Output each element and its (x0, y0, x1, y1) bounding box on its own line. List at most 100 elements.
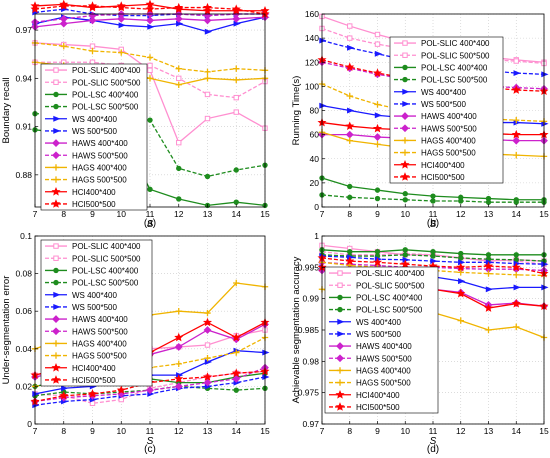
y-tick-label: 0 (314, 202, 319, 212)
data-point (345, 256, 355, 265)
x-tick-label: 14 (512, 426, 522, 436)
y-tick-label: 80 (310, 106, 320, 116)
data-point (233, 167, 239, 173)
legend-label: HAGS 500*500 (356, 379, 411, 388)
x-tick-label: 8 (61, 209, 66, 219)
data-point (513, 284, 521, 291)
data-point (147, 67, 153, 73)
data-point (204, 309, 211, 317)
x-axis-label: S (147, 219, 154, 230)
legend-label: POL-SLIC 400*400 (356, 269, 425, 278)
x-tick-label: 9 (90, 426, 95, 436)
data-point (233, 279, 240, 287)
legend-label: HAWS 400*400 (421, 112, 477, 121)
legend-marker (53, 255, 59, 261)
data-point (456, 262, 466, 272)
legend-label: POL-SLIC 400*400 (72, 66, 141, 75)
data-point (262, 349, 270, 356)
series-line (321, 27, 545, 65)
y-tick-label: 20 (310, 178, 320, 188)
data-point (146, 75, 154, 82)
data-point (147, 62, 153, 69)
legend-marker (52, 352, 60, 359)
legend-marker (51, 363, 61, 372)
data-point (147, 117, 153, 123)
x-tick-label: 12 (174, 426, 184, 436)
y-tick-label: 0.02 (15, 381, 32, 391)
x-tick-label: 15 (539, 209, 549, 219)
legend-marker (402, 40, 408, 46)
data-point (203, 378, 212, 387)
legend-label: HAGS 500*500 (421, 149, 476, 158)
data-point (233, 109, 239, 115)
legend-label: POL-LSC 400*400 (72, 90, 139, 99)
legend-marker (401, 137, 409, 144)
legend-marker (337, 270, 343, 276)
data-point (88, 11, 97, 20)
data-point (233, 76, 240, 84)
data-point (175, 308, 182, 315)
legend-marker (52, 151, 60, 160)
legend-label: HAWS 500*500 (72, 151, 128, 160)
x-tick-label: 11 (429, 209, 438, 219)
data-point (202, 372, 213, 381)
x-tick-label: 14 (232, 426, 242, 436)
data-point (513, 323, 520, 331)
y-tick-label: 0.94 (15, 73, 32, 83)
data-point (204, 68, 211, 76)
data-point (87, 1, 98, 10)
y-tick-label: 100 (305, 81, 319, 91)
x-axis-label: S (430, 436, 437, 447)
x-tick-label: 8 (347, 426, 352, 436)
legend-label: POL-LSC 500*500 (421, 76, 488, 85)
panel-label: (d) (427, 444, 439, 455)
data-point (203, 16, 212, 25)
data-point (319, 37, 327, 44)
data-point (347, 183, 353, 190)
legend-marker (336, 379, 344, 386)
data-point (204, 75, 211, 82)
x-tick-label: 7 (320, 426, 325, 436)
x-tick-label: 12 (456, 209, 466, 219)
data-point (117, 14, 126, 23)
data-point (145, 4, 155, 14)
data-point (402, 197, 408, 203)
legend-box (389, 36, 504, 184)
data-point (457, 317, 464, 324)
legend-label: HAGS 400*400 (356, 366, 411, 375)
data-point (231, 332, 241, 342)
data-point (458, 198, 464, 204)
data-point (372, 257, 383, 267)
data-point (146, 54, 154, 61)
legend-label: WS 500*500 (72, 127, 117, 136)
data-point (116, 2, 126, 12)
legend-marker (53, 267, 59, 274)
legend-marker (51, 199, 61, 208)
panel-label: (c) (144, 444, 156, 455)
legend-marker (400, 160, 410, 169)
x-tick-label: 13 (484, 426, 494, 436)
data-point (174, 382, 183, 391)
x-tick-label: 13 (203, 209, 213, 219)
data-point (233, 387, 239, 393)
y-tick-label: 0.99 (302, 294, 319, 304)
data-point (511, 262, 521, 272)
data-point (402, 252, 408, 258)
legend-marker (402, 100, 410, 107)
data-point (373, 133, 382, 141)
legend-marker (53, 67, 59, 73)
data-point (347, 23, 353, 29)
legend-label: HCI500*500 (356, 403, 400, 412)
y-tick-label: 60 (310, 130, 320, 140)
data-point (541, 261, 549, 268)
legend-label: POL-SLIC 500*500 (72, 254, 141, 263)
legend-label: WS 500*500 (72, 303, 117, 312)
legend-label: POL-SLIC 500*500 (421, 51, 490, 60)
series-3 (319, 175, 547, 203)
legend-marker (52, 164, 60, 171)
data-point (174, 14, 183, 23)
data-point (61, 385, 69, 392)
data-point (347, 35, 353, 41)
legend-label: HCI400*400 (72, 364, 116, 373)
legend-box (40, 63, 148, 211)
